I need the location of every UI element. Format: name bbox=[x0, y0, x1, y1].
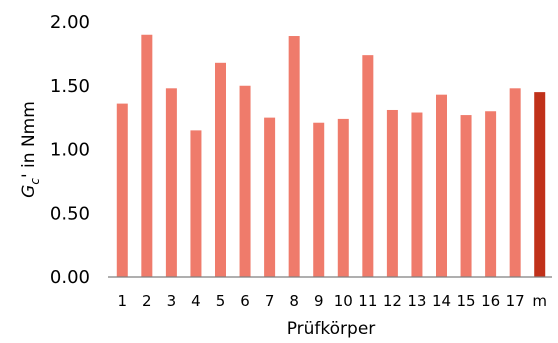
bar bbox=[411, 112, 423, 278]
y-axis-title-subscript: c bbox=[28, 178, 42, 185]
x-axis-ticks: 1 2 3 4 5 6 7 8 9 10 11 12 13 14 15 16 17 m bbox=[118, 292, 548, 310]
x-tick-label: 10 bbox=[334, 292, 353, 310]
x-tick-label: m bbox=[532, 292, 547, 310]
bar bbox=[239, 85, 251, 277]
bar bbox=[460, 115, 472, 277]
y-tick-label: 2.00 bbox=[50, 12, 90, 33]
bar bbox=[436, 94, 447, 277]
x-tick-label: 6 bbox=[240, 292, 250, 310]
x-tick-label: 8 bbox=[289, 292, 299, 310]
bar bbox=[264, 117, 276, 277]
y-axis-title-suffix: ' in Nmm bbox=[19, 101, 39, 178]
x-tick-label: 7 bbox=[265, 292, 275, 310]
x-tick-label: 5 bbox=[216, 292, 226, 310]
x-tick-label: 11 bbox=[358, 292, 377, 310]
x-tick-label: 4 bbox=[191, 292, 201, 310]
y-tick-label: 1.00 bbox=[50, 140, 90, 161]
bar bbox=[215, 62, 226, 277]
x-tick-label: 15 bbox=[457, 292, 476, 310]
bar bbox=[116, 103, 128, 277]
x-tick-label: 14 bbox=[432, 292, 451, 310]
x-tick-label: 1 bbox=[118, 292, 128, 310]
bars bbox=[116, 34, 546, 278]
x-tick-label: 3 bbox=[167, 292, 177, 310]
bar-mean bbox=[534, 92, 546, 277]
x-tick-label: 17 bbox=[506, 292, 525, 310]
x-axis-title: Prüfkörper bbox=[287, 319, 376, 339]
y-axis-title-main: G bbox=[19, 185, 39, 198]
bar bbox=[165, 88, 177, 277]
x-tick-label: 9 bbox=[314, 292, 324, 310]
bar bbox=[485, 111, 497, 277]
x-tick-label: 13 bbox=[407, 292, 426, 310]
y-tick-label: 1.50 bbox=[50, 76, 90, 97]
bar bbox=[141, 34, 153, 277]
y-tick-label: 0.00 bbox=[50, 267, 90, 288]
bar bbox=[313, 122, 325, 277]
bar bbox=[337, 118, 349, 278]
x-tick-label: 16 bbox=[481, 292, 500, 310]
y-axis-ticks: 0.00 0.50 1.00 1.50 2.00 bbox=[50, 12, 90, 288]
bar bbox=[190, 130, 202, 277]
bar bbox=[386, 109, 398, 277]
y-axis-title: Gc' in Nmm bbox=[19, 101, 42, 198]
x-tick-label: 12 bbox=[383, 292, 402, 310]
bar bbox=[509, 88, 521, 277]
x-tick-label: 2 bbox=[142, 292, 152, 310]
y-tick-label: 0.50 bbox=[50, 203, 90, 224]
bar bbox=[288, 36, 300, 278]
bar bbox=[362, 55, 374, 278]
